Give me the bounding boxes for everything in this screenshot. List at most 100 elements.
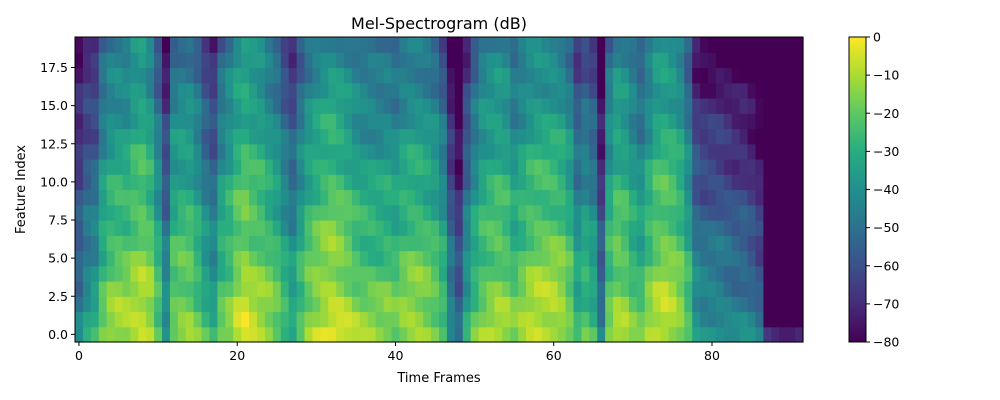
heatmap-cell [75, 174, 84, 191]
heatmap-cell [177, 159, 187, 175]
heatmap-cell [415, 204, 424, 221]
heatmap-cell [636, 37, 646, 53]
heatmap-cell [613, 98, 622, 114]
heatmap-cell [185, 326, 195, 343]
heatmap-cell [280, 174, 290, 191]
heatmap-cell [415, 128, 424, 145]
heatmap-cell [177, 174, 187, 191]
heatmap-cell [201, 52, 211, 69]
heatmap-cell [209, 37, 219, 53]
heatmap-cell [613, 37, 622, 53]
heatmap-cell [225, 67, 234, 84]
heatmap-cell [249, 128, 258, 145]
heatmap-cell [589, 220, 598, 236]
heatmap-cell [249, 281, 258, 297]
heatmap-cell [375, 296, 385, 313]
heatmap-cell [581, 296, 590, 313]
heatmap-cell [423, 250, 432, 267]
heatmap-cell [439, 326, 448, 343]
heatmap-cell [217, 235, 226, 252]
heatmap-cell [359, 52, 369, 69]
heatmap-cell [423, 235, 432, 252]
heatmap-cell [138, 296, 147, 313]
heatmap-cell [169, 281, 179, 297]
heatmap-cell [787, 220, 796, 236]
heatmap-cell [510, 174, 519, 191]
heatmap-cell [344, 128, 353, 145]
heatmap-cell [312, 311, 321, 328]
heatmap-cell [130, 235, 139, 252]
heatmap-cell [589, 281, 598, 297]
heatmap-cell [779, 326, 788, 343]
heatmap-cell [249, 159, 258, 175]
heatmap-cell [169, 250, 179, 267]
heatmap-cell [589, 143, 598, 160]
heatmap-cell [589, 159, 598, 175]
heatmap-cell [747, 281, 757, 297]
heatmap-cell [130, 296, 139, 313]
heatmap-cell [328, 311, 337, 328]
heatmap-cell [415, 250, 424, 267]
heatmap-cell [375, 52, 385, 69]
heatmap-cell [715, 159, 725, 175]
heatmap-cell [731, 235, 741, 252]
heatmap-cell [383, 220, 393, 236]
heatmap-cell [668, 52, 677, 69]
heatmap-cell [470, 250, 480, 267]
heatmap-cell [502, 311, 511, 328]
heatmap-cell [415, 235, 424, 252]
heatmap-cell [169, 82, 179, 99]
heatmap-cell [407, 52, 416, 69]
heatmap-cell [502, 82, 511, 99]
heatmap-cell [209, 189, 219, 206]
heatmap-cell [573, 159, 583, 175]
heatmap-cell [636, 52, 646, 69]
heatmap-cell [336, 326, 345, 343]
heatmap-cell [193, 143, 203, 160]
heatmap-cell [708, 98, 717, 114]
heatmap-cell [177, 296, 187, 313]
heatmap-cell [652, 37, 662, 53]
heatmap-cell [359, 204, 369, 221]
heatmap-cell [470, 67, 480, 84]
heatmap-cell [644, 128, 654, 145]
heatmap-cell [328, 265, 337, 282]
heatmap-cell [162, 189, 171, 206]
heatmap-cell [628, 128, 638, 145]
heatmap-cell [755, 82, 765, 99]
heatmap-cell [462, 250, 472, 267]
heatmap-cell [486, 265, 495, 282]
heatmap-cell [407, 98, 416, 114]
heatmap-cell [201, 82, 211, 99]
heatmap-cell [154, 220, 163, 236]
heatmap-cell [98, 189, 108, 206]
heatmap-cell [431, 220, 440, 236]
heatmap-cell [779, 204, 788, 221]
heatmap-cell [138, 143, 147, 160]
y-tick-label: 7.5 [48, 213, 68, 228]
heatmap-cell [605, 37, 614, 53]
heatmap-cell [668, 98, 677, 114]
heatmap-cell [312, 37, 321, 53]
heatmap-cell [351, 174, 361, 191]
heatmap-cell [478, 220, 488, 236]
heatmap-cell [169, 189, 179, 206]
heatmap-cell [304, 235, 313, 252]
heatmap-cell [795, 311, 804, 328]
heatmap-cell [628, 143, 638, 160]
heatmap-cell [439, 98, 448, 114]
heatmap-cell [423, 113, 432, 130]
heatmap-cell [407, 235, 416, 252]
heatmap-cell [439, 128, 448, 145]
heatmap-cell [644, 296, 654, 313]
heatmap-cell [771, 159, 780, 175]
heatmap-cell [660, 113, 670, 130]
heatmap-cell [526, 82, 535, 99]
heatmap-cell [241, 128, 250, 145]
heatmap-cell [605, 265, 614, 282]
heatmap-cell [367, 82, 377, 99]
heatmap-cell [692, 37, 701, 53]
heatmap-cell [747, 235, 757, 252]
heatmap-cell [478, 296, 488, 313]
heatmap-cell [106, 235, 116, 252]
